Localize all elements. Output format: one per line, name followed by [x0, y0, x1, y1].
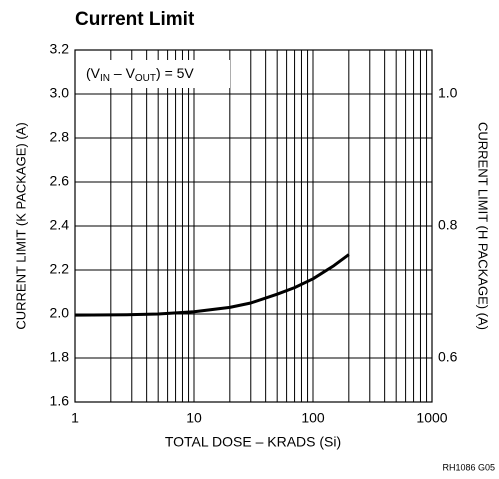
annotation: (VIN – VOUT) = 5V [86, 65, 194, 84]
x-tick-label: 1 [71, 410, 79, 426]
annotation-part: (V [86, 65, 101, 81]
plot-frame [74, 49, 433, 403]
y2-tick-label: 0.8 [438, 217, 458, 233]
annotation-part: OUT [135, 73, 156, 84]
chart-title: Current Limit [75, 9, 195, 30]
y-tick-label: 2.4 [50, 217, 70, 233]
annotation-part: IN [100, 73, 110, 84]
y-axis-label: CURRENT LIMIT (K PACKAGE) (A) [13, 122, 28, 329]
y2-tick-label: 0.6 [438, 349, 458, 365]
data-line [74, 253, 350, 317]
footnote: RH1086 G05 [442, 462, 495, 472]
x-tick-label: 10 [186, 410, 202, 426]
y2-axis-label: CURRENT LIMIT (H PACKAGE) (A) [476, 122, 491, 330]
y-tick-label: 2.8 [50, 129, 70, 145]
y-tick-label: 1.6 [50, 393, 70, 409]
y2-tick-label: 1.0 [438, 85, 458, 101]
y-tick-label: 2.6 [50, 173, 70, 189]
y-tick-label: 1.8 [50, 349, 70, 365]
x-axis-label: TOTAL DOSE – KRADS (Si) [165, 434, 341, 450]
x-tick-label: 100 [301, 410, 325, 426]
y-tick-label: 3.0 [50, 85, 70, 101]
annotation-part: ) = 5V [156, 65, 194, 81]
annotation-bg [80, 60, 230, 88]
y-tick-label: 2.2 [50, 261, 70, 277]
annotation-part: – V [110, 65, 136, 81]
y-tick-label: 3.2 [50, 41, 70, 57]
y-tick-label: 2.0 [50, 305, 70, 321]
x-tick-label: 1000 [416, 410, 447, 426]
